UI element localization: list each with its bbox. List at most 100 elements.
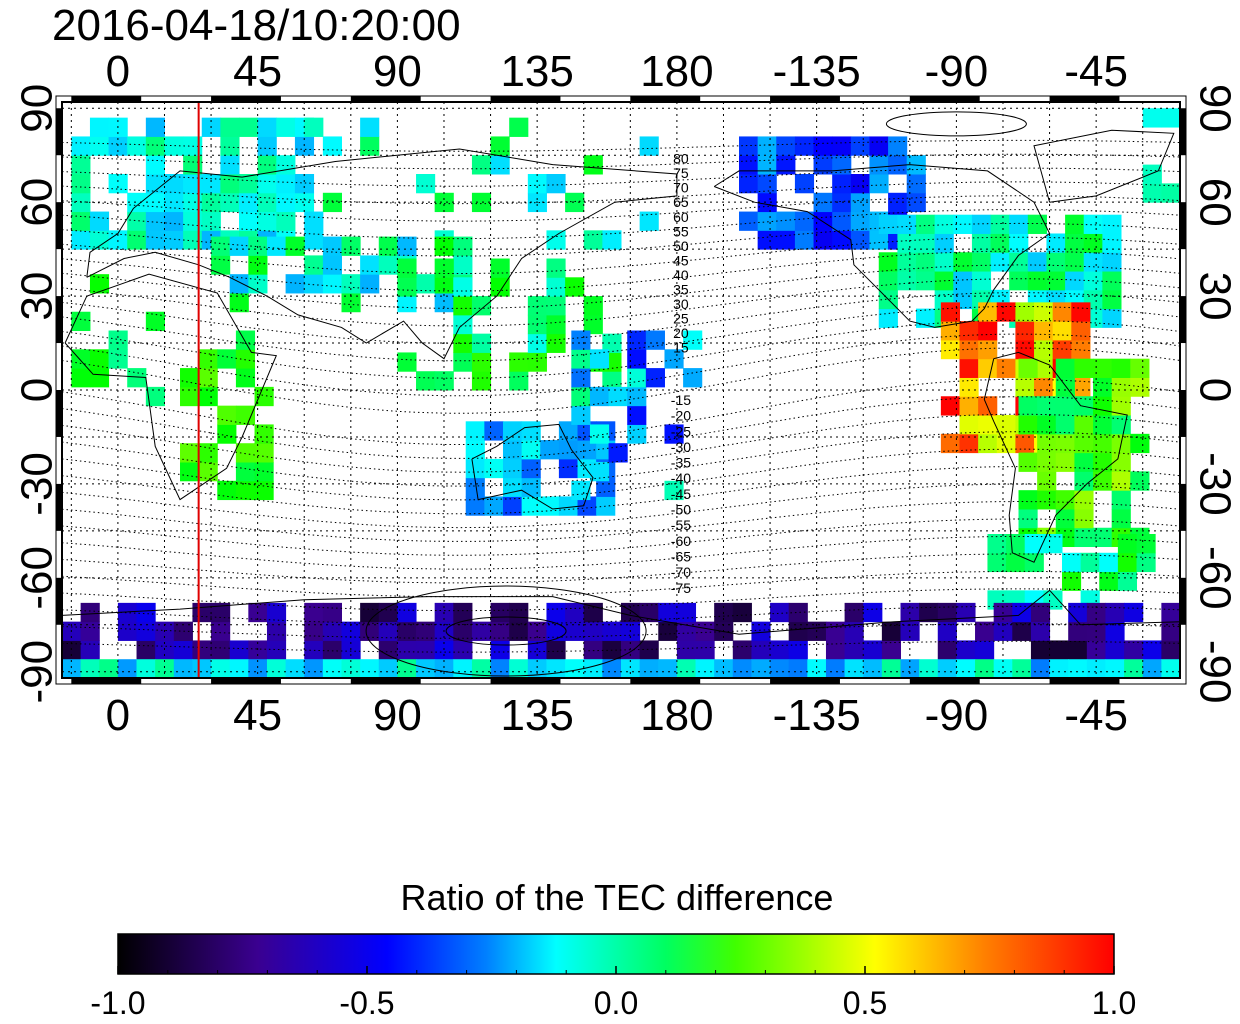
tec-cell: [453, 255, 473, 275]
tec-cell: [285, 274, 305, 294]
tec-cell: [971, 252, 992, 272]
tec-cell: [1093, 358, 1113, 378]
tec-cell: [108, 174, 128, 194]
tec-cell: [257, 155, 277, 175]
tec-cell: [521, 477, 541, 497]
tec-cell: [527, 296, 547, 316]
tec-cell: [953, 252, 973, 272]
tec-cell: [602, 230, 622, 250]
tec-cell: [89, 211, 110, 231]
tec-cell: [571, 386, 591, 407]
tec-cell: [583, 640, 603, 660]
contour-label: 30: [673, 296, 689, 312]
tec-cell: [294, 174, 315, 194]
tec-cell: [658, 659, 678, 678]
tec-cell: [1083, 214, 1103, 234]
tec-cell: [453, 296, 473, 316]
tec-cell: [490, 258, 510, 278]
axis-tick-bars: [56, 96, 1186, 684]
tec-cell: [416, 640, 436, 660]
frame-bar-left: [56, 108, 62, 156]
tec-cell: [1102, 214, 1122, 234]
tec-cell: [863, 640, 883, 660]
frame-bar-top: [909, 96, 980, 102]
tec-cell: [502, 496, 523, 516]
mag-lat-contour: [62, 640, 1180, 653]
tec-cell: [658, 621, 678, 641]
frame-bar-right: [1180, 202, 1186, 250]
tec-cell: [1142, 640, 1162, 660]
timestamp-title: 2016-04-18/10:20:00: [52, 1, 461, 50]
tec-cell: [971, 271, 992, 291]
tec-cell: [1102, 308, 1122, 328]
tec-cell: [589, 349, 610, 369]
tec-cell: [794, 211, 815, 231]
tec-cell: [220, 136, 240, 156]
tec-cell: [1105, 640, 1125, 660]
frame-bar-left: [56, 296, 62, 344]
tec-cell: [257, 174, 277, 194]
tec-cell: [565, 192, 585, 213]
tec-cell: [1093, 527, 1113, 548]
tec-cell: [978, 415, 998, 435]
mag-lat-contour: [62, 347, 1180, 414]
tec-cell: [1142, 108, 1162, 128]
tec-cell: [127, 230, 147, 250]
x-tick-label-bottom: 180: [640, 691, 713, 740]
tec-cell: [788, 640, 808, 660]
tec-cell: [502, 421, 523, 441]
tec-cell: [658, 602, 678, 623]
contour-label: 55: [673, 223, 689, 239]
tec-cell: [1037, 452, 1057, 472]
tec-cell: [183, 211, 203, 231]
tec-cell: [127, 136, 147, 156]
tec-cell: [304, 274, 324, 294]
coastline: [62, 589, 1180, 635]
tec-cell: [397, 258, 417, 278]
tec-cell: [341, 292, 361, 313]
x-tick-label-bottom: 45: [233, 691, 282, 740]
tec-cell: [180, 443, 200, 463]
colorbar-title: Ratio of the TEC difference: [401, 877, 834, 918]
tec-cell: [751, 659, 771, 678]
tec-cell: [416, 621, 436, 641]
tec-cell: [1052, 302, 1072, 322]
mag-lat-contour: [62, 588, 1180, 612]
tec-cell: [1052, 321, 1072, 341]
tec-cell: [145, 136, 165, 156]
contour-label: 65: [673, 194, 689, 210]
contour-label: 40: [673, 267, 689, 283]
y-tick-label-left: -30: [13, 452, 62, 516]
tec-cell: [583, 155, 603, 175]
tec-cell: [1071, 321, 1091, 341]
tec-cell: [546, 602, 566, 623]
tec-cell: [978, 396, 998, 416]
tec-cell: [164, 211, 184, 231]
tec-cell: [136, 621, 156, 641]
tec-cell: [490, 136, 510, 156]
tec-cell: [1093, 415, 1113, 435]
contour-label: 75: [673, 165, 689, 181]
tec-cell: [136, 640, 156, 660]
tec-cell: [1111, 508, 1131, 529]
tec-cell: [360, 117, 380, 137]
tec-cell: [770, 659, 790, 678]
tec-cell: [546, 621, 566, 641]
tec-cell: [521, 496, 541, 516]
tec-cell: [257, 117, 277, 137]
tec-cell: [471, 333, 492, 353]
tec-cell: [751, 621, 771, 641]
tec-cell: [108, 136, 128, 156]
tec-cell: [434, 292, 454, 313]
tec-cell: [304, 255, 324, 275]
tec-cell: [565, 621, 585, 641]
tec-cell: [1055, 396, 1075, 416]
tec-cell: [832, 136, 852, 156]
tec-cell: [211, 640, 231, 660]
tec-cell: [639, 602, 659, 623]
tec-cell: [583, 602, 603, 623]
tec-cell: [1124, 640, 1144, 660]
tec-cell: [546, 258, 566, 278]
tec-cell: [1111, 490, 1131, 510]
